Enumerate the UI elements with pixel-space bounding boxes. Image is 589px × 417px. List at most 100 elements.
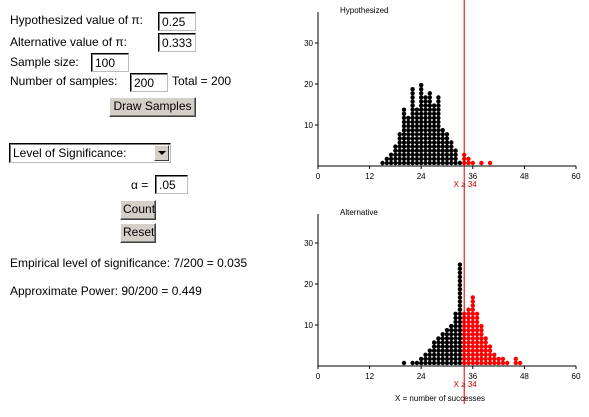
- data-dot: [401, 148, 407, 153]
- data-dot: [419, 360, 424, 366]
- chart-title: Hypothesized: [340, 6, 388, 15]
- data-dot: [470, 315, 475, 321]
- count-button[interactable]: Count: [120, 200, 156, 220]
- alternative-pi-input[interactable]: [158, 33, 196, 52]
- data-dot: [431, 140, 437, 145]
- data-dot: [431, 136, 437, 141]
- data-dot: [393, 160, 398, 166]
- data-dot: [436, 352, 441, 357]
- data-dot: [436, 340, 441, 345]
- data-dot: [427, 115, 432, 121]
- data-dot: [444, 152, 450, 157]
- data-dot: [423, 136, 428, 141]
- reset-button[interactable]: Reset: [120, 223, 156, 243]
- data-dot: [440, 144, 445, 149]
- hypothesized-pi-input[interactable]: [158, 12, 196, 31]
- number-of-samples-input[interactable]: [130, 73, 168, 92]
- data-dot: [423, 128, 428, 133]
- data-dot: [474, 311, 480, 316]
- data-dot: [440, 352, 445, 357]
- data-dot: [414, 119, 420, 125]
- data-dot: [457, 319, 463, 325]
- hypothesized-pi-label: Hypothesized value of π:: [10, 13, 144, 27]
- data-dot: [436, 103, 441, 108]
- data-dot: [449, 148, 454, 153]
- data-dot: [401, 132, 407, 137]
- data-dot: [423, 99, 428, 104]
- x-tick-label: 36: [468, 372, 477, 381]
- data-dot: [444, 352, 450, 357]
- data-dot: [457, 262, 463, 267]
- data-dot: [401, 115, 407, 121]
- data-dot: [427, 128, 432, 133]
- data-dot: [427, 95, 432, 100]
- data-dot: [388, 152, 394, 157]
- data-dot: [423, 160, 428, 166]
- data-dot: [431, 115, 437, 121]
- data-dot: [474, 344, 480, 349]
- data-dot: [406, 156, 411, 162]
- data-dot: [431, 160, 437, 166]
- data-dot: [483, 336, 488, 341]
- statistic-select[interactable]: Level of Significance:: [9, 143, 171, 163]
- data-dot: [474, 352, 480, 357]
- data-dot: [457, 356, 463, 362]
- approximate-power-text: Approximate Power: 90/200 = 0.449: [10, 284, 202, 298]
- data-dot: [487, 344, 493, 349]
- data-dot: [419, 123, 424, 129]
- data-dot: [419, 128, 424, 133]
- data-dot: [431, 340, 437, 345]
- data-dot: [500, 360, 506, 366]
- data-dot: [427, 136, 432, 141]
- data-dot: [401, 140, 407, 145]
- data-dot: [436, 111, 441, 117]
- data-dot: [401, 128, 407, 133]
- x-tick-label: 0: [316, 372, 321, 381]
- alpha-input[interactable]: [155, 175, 188, 194]
- data-dot: [410, 156, 415, 162]
- data-dot: [401, 107, 407, 112]
- data-dot: [436, 156, 441, 162]
- data-dot: [436, 99, 441, 104]
- data-dot: [453, 360, 458, 366]
- data-dot: [444, 132, 450, 137]
- data-dot: [479, 328, 484, 333]
- data-dot: [431, 107, 437, 112]
- data-dot: [466, 156, 471, 162]
- data-dot: [453, 156, 458, 162]
- x-tick-label: 24: [417, 172, 426, 181]
- data-dot: [410, 107, 415, 112]
- data-dot: [457, 352, 463, 357]
- data-dot: [470, 332, 475, 337]
- data-dot: [444, 348, 450, 353]
- data-dot: [487, 360, 493, 366]
- data-dot: [410, 87, 415, 92]
- data-dot: [397, 144, 402, 149]
- sample-size-input[interactable]: [91, 53, 129, 72]
- data-dot: [427, 156, 432, 162]
- data-dot: [483, 360, 488, 366]
- data-dot: [406, 144, 411, 149]
- data-dot: [444, 356, 450, 362]
- data-dot: [410, 360, 415, 366]
- data-dot: [414, 360, 420, 366]
- data-dot: [440, 128, 445, 133]
- data-dot: [423, 132, 428, 137]
- data-dot: [388, 156, 394, 162]
- data-dot: [444, 160, 450, 166]
- data-dot: [474, 332, 480, 337]
- data-dot: [457, 360, 463, 366]
- chevron-down-icon[interactable]: [154, 145, 169, 161]
- data-dot: [427, 148, 432, 153]
- data-dot: [474, 340, 480, 345]
- data-dot: [474, 319, 480, 325]
- data-dot: [427, 360, 432, 366]
- x-tick-label: 12: [365, 172, 374, 181]
- data-dot: [517, 360, 523, 366]
- data-dot: [444, 360, 450, 366]
- data-dot: [457, 299, 463, 304]
- data-dot: [397, 136, 402, 141]
- draw-samples-button[interactable]: Draw Samples: [109, 97, 196, 117]
- data-dot: [427, 107, 432, 112]
- data-dot: [410, 123, 415, 129]
